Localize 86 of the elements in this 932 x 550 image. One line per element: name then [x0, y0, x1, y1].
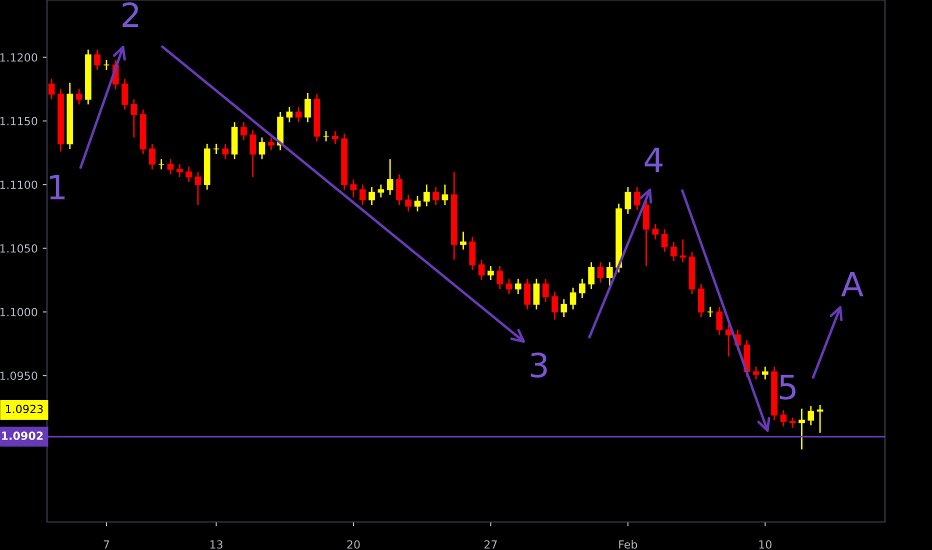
candlestick [552, 290, 558, 320]
y-tick-label: 1.1000 [0, 308, 38, 316]
candlestick [762, 366, 768, 380]
candlestick [624, 186, 632, 215]
candlestick [514, 278, 522, 295]
candlestick [634, 186, 640, 211]
candlestick [423, 184, 430, 207]
candlestick [286, 106, 293, 123]
candlestick [524, 278, 530, 310]
candlestick [542, 278, 549, 302]
candlestick [213, 143, 220, 155]
candlestick [240, 122, 247, 141]
x-tick-label: 20 [347, 540, 360, 549]
candlestick [158, 158, 165, 170]
candlestick [570, 287, 576, 310]
x-tick-label: 7 [104, 540, 110, 548]
candlestick [488, 265, 494, 281]
candlestick [442, 184, 448, 206]
candlestick [368, 186, 375, 206]
candlestick [652, 223, 659, 240]
x-tick-label: 27 [484, 540, 497, 548]
candlestick [359, 184, 366, 206]
candlestick [789, 416, 796, 428]
candlestick [194, 171, 202, 206]
candlestick [478, 259, 485, 281]
candlestick [816, 404, 824, 434]
ref-line-label: 1.0902 [2, 432, 43, 440]
x-tick-label: 13 [210, 540, 222, 549]
candlestick [186, 166, 192, 183]
y-tick-label: 1.1050 [0, 244, 38, 253]
candlestick [149, 143, 156, 170]
candlestick [496, 265, 504, 290]
candlestick [780, 409, 787, 428]
candlestick [386, 158, 394, 196]
y-tick-label: 1.1100 [0, 180, 38, 189]
text: 1.0923 [6, 404, 43, 414]
candlestick [698, 283, 704, 318]
candlestick [350, 178, 357, 198]
candlestick [222, 143, 229, 160]
candlestick [268, 136, 274, 151]
y-tick-label: 1.1150 [0, 116, 38, 126]
candlestick [579, 278, 586, 299]
candlestick [680, 238, 686, 263]
candlestick [808, 405, 814, 426]
candlestick [670, 241, 677, 262]
y-tick-label: 1.0950 [0, 372, 38, 380]
candlestick [588, 262, 594, 290]
candlestick [560, 298, 568, 318]
x-tick-label: Feb [619, 540, 638, 549]
candlestick [597, 262, 604, 284]
candlestick [122, 78, 128, 110]
candlestick [130, 98, 138, 138]
candlestick [176, 164, 183, 178]
candlestick [304, 92, 311, 123]
candlestick [716, 306, 723, 336]
candlestick [76, 88, 82, 106]
annotation: 2 [122, 2, 138, 27]
candlestick [798, 408, 805, 450]
candlestick [258, 136, 266, 160]
candlestick [94, 48, 100, 71]
candlestick [414, 195, 421, 212]
candlestick [707, 306, 714, 318]
y-tick-label: 1.1200 [0, 53, 38, 62]
annotation: 4 [644, 148, 662, 172]
candlestick [48, 78, 55, 100]
annotation: 3 [530, 352, 547, 378]
annotation: 5 [780, 374, 796, 400]
candlestick [725, 324, 732, 358]
candlestick [322, 130, 330, 142]
candlestick [506, 278, 512, 295]
candlestick [432, 186, 439, 206]
candlestick [103, 59, 110, 71]
candlestick [332, 130, 338, 145]
candlestick [606, 262, 613, 288]
candlestick [405, 194, 412, 212]
candlestick [460, 231, 466, 250]
candlestick [533, 278, 540, 310]
x-tick-label: 10 [759, 540, 772, 549]
annotation: 1 [50, 174, 65, 200]
candlestick [661, 228, 668, 253]
candlestick [469, 236, 476, 271]
candlestick [295, 106, 302, 123]
candlestick [250, 129, 256, 178]
text: A [841, 272, 864, 296]
candlestick [167, 158, 174, 176]
candlestick [396, 174, 402, 206]
